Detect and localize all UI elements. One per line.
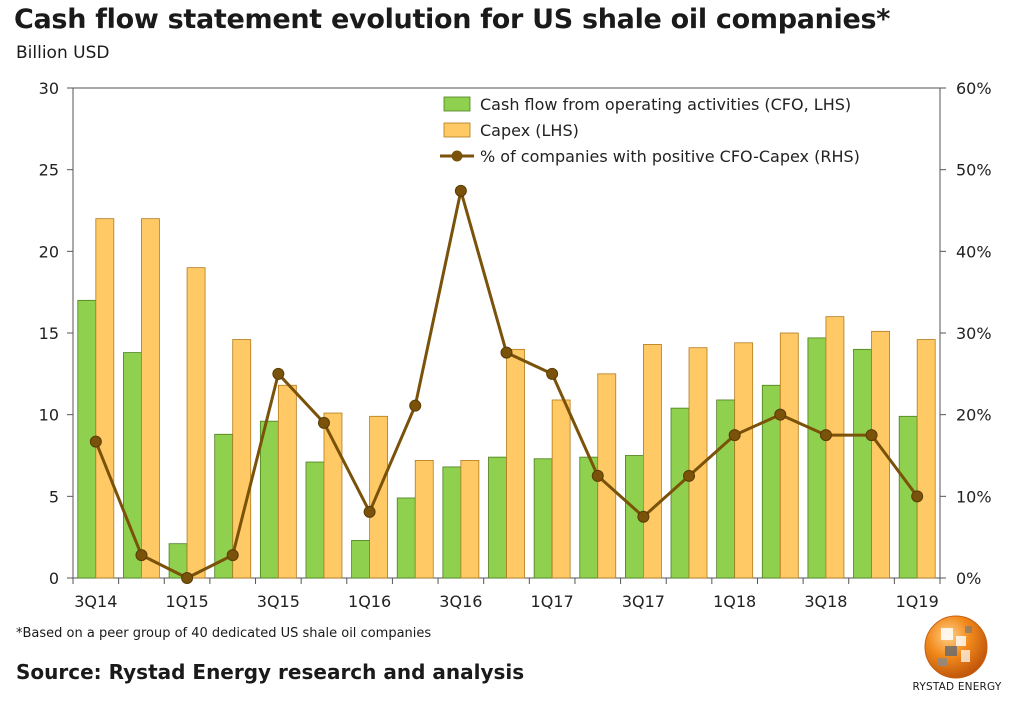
x-tick-label: 1Q16 xyxy=(348,592,391,611)
chart-subtitle: Billion USD xyxy=(16,43,110,63)
y-left-tick-label: 0 xyxy=(49,569,59,588)
footnote: *Based on a peer group of 40 dedicated U… xyxy=(16,626,432,641)
capex-bar xyxy=(277,384,297,579)
cfo-bar xyxy=(488,456,507,579)
x-tick-label: 3Q16 xyxy=(439,592,482,611)
y-right-tick-label: 60% xyxy=(956,79,992,98)
line-point xyxy=(637,510,650,523)
line-point xyxy=(683,469,696,482)
rystad-logo: RYSTAD ENERGY xyxy=(907,614,1007,700)
capex-bar xyxy=(779,332,799,579)
legend-swatch-marker xyxy=(451,150,463,162)
y-right-tick-label: 10% xyxy=(956,487,992,506)
cfo-bar xyxy=(442,466,462,579)
capex-bar xyxy=(369,415,389,579)
legend-label-line: % of companies with positive CFO-Capex (… xyxy=(480,147,860,166)
capex-bar xyxy=(323,412,343,579)
capex-bar xyxy=(232,339,252,579)
line-point xyxy=(591,469,604,482)
cfo-bar xyxy=(123,352,142,579)
x-tick-label: 1Q19 xyxy=(896,592,939,611)
capex-bar xyxy=(506,348,525,579)
source-text: Source: Rystad Energy research and analy… xyxy=(16,660,525,684)
legend-swatch-capex xyxy=(443,122,471,138)
x-tick-label: 1Q18 xyxy=(713,592,756,611)
capex-bar xyxy=(825,316,845,579)
y-left-tick-label: 10 xyxy=(39,406,59,425)
line-point xyxy=(317,416,330,429)
capex-bar xyxy=(871,330,890,579)
line-point xyxy=(819,429,832,442)
capex-bar xyxy=(551,399,571,579)
line-point xyxy=(865,429,878,442)
y-right-tick-label: 40% xyxy=(956,242,992,261)
cfo-bar xyxy=(670,407,690,579)
capex-bar xyxy=(186,267,206,579)
line-point xyxy=(546,367,559,380)
cfo-bar xyxy=(853,348,872,579)
line-point xyxy=(911,490,924,503)
y-left-tick-label: 20 xyxy=(39,242,59,261)
x-tick-label: 3Q15 xyxy=(257,592,300,611)
line-point xyxy=(500,346,513,359)
cfo-bar xyxy=(259,420,279,579)
legend-swatch-cfo xyxy=(443,96,471,112)
y-left-tick-label: 15 xyxy=(39,324,59,343)
x-tick-label: 3Q18 xyxy=(804,592,847,611)
x-tick-label: 1Q15 xyxy=(166,592,209,611)
x-tick-label: 3Q17 xyxy=(622,592,665,611)
capex-bar xyxy=(141,218,160,579)
y-left-tick-label: 25 xyxy=(39,161,59,180)
line-point xyxy=(409,399,422,412)
line-point xyxy=(226,549,239,562)
logo-text: RYSTAD ENERGY xyxy=(912,681,1002,693)
cfo-bar xyxy=(305,461,325,579)
cfo-bar xyxy=(351,540,371,579)
line-point xyxy=(774,408,787,421)
capex-bar xyxy=(95,218,115,579)
legend-label-capex: Capex (LHS) xyxy=(480,121,579,140)
line-point xyxy=(272,367,285,380)
capex-bar xyxy=(414,459,434,579)
y-left-tick-label: 30 xyxy=(39,79,59,98)
cfo-bar xyxy=(716,399,736,579)
line-point xyxy=(363,505,376,518)
cfo-bar xyxy=(807,337,827,579)
capex-bar xyxy=(642,344,662,579)
y-right-tick-label: 20% xyxy=(956,406,992,425)
line-point xyxy=(181,572,194,584)
capex-bar xyxy=(688,347,708,579)
y-left-tick-label: 5 xyxy=(49,487,59,506)
x-tick-label: 1Q17 xyxy=(531,592,574,611)
chart-title: Cash flow statement evolution for US sha… xyxy=(14,4,891,35)
y-right-tick-label: 50% xyxy=(956,161,992,180)
legend-label-cfo: Cash flow from operating activities (CFO… xyxy=(480,95,851,114)
capex-bar xyxy=(916,339,936,579)
line-point xyxy=(89,435,102,448)
y-right-tick-label: 0% xyxy=(956,569,981,588)
chart: 0 5 10 15 20 25 30 0% 10% 20% 30% 40% 50% 60% 3Q14 1Q15… xyxy=(39,79,992,611)
capex-bar xyxy=(460,459,480,579)
line-point xyxy=(454,184,467,197)
x-tick-label: 3Q14 xyxy=(74,592,117,611)
line-point xyxy=(135,549,148,562)
rystad-globe-icon xyxy=(924,615,988,679)
cfo-bar xyxy=(396,497,416,579)
cfo-bar xyxy=(533,458,553,579)
line-point xyxy=(728,429,741,442)
y-right-tick-label: 30% xyxy=(956,324,992,343)
capex-bar xyxy=(734,342,754,579)
